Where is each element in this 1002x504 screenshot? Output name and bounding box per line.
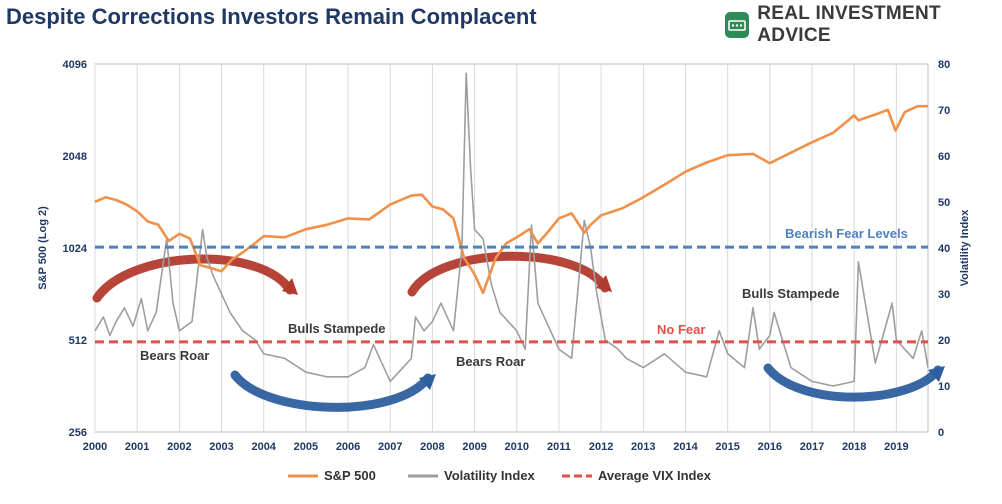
x-tick-label: 2008 [420,441,444,453]
x-tick-label: 2002 [167,441,191,453]
y-right-tick-label: 70 [938,105,950,117]
sp500-line [94,104,928,295]
y-left-tick-label: 4096 [63,59,87,71]
x-tick-label: 2005 [294,441,318,453]
x-tick-label: 2016 [758,441,782,453]
y-right-tick-label: 10 [938,381,950,393]
x-tick-label: 2010 [505,441,529,453]
annotation-label: No Fear [657,322,705,337]
x-tick-label: 2001 [125,441,149,453]
vix-line [94,72,929,387]
red-arrow-2-head [596,275,612,292]
x-tick-label: 2003 [209,441,233,453]
x-tick-label: 2004 [251,441,276,453]
annotation-label: Bears Roar [140,348,209,363]
y-left-tick-label: 1024 [63,243,88,255]
x-tick-label: 2014 [673,441,698,453]
x-tick-label: 2017 [800,441,824,453]
y-right-tick-label: 0 [938,427,944,439]
annotation-label: Bulls Stampede [742,286,840,301]
x-tick-label: 2015 [715,441,739,453]
chart-axes: 2000 2001 2002 2003 2004 2005 2006 2007 2008 2009… [37,59,971,453]
blue-arrow-1-head [419,374,436,390]
chart-series [94,72,929,387]
red-arrow-1-head [282,278,298,295]
blue-arrow-2-head [928,366,945,382]
brand: REAL INVESTMENT ADVICE [725,3,1002,46]
y-right-axis-label: Volatility Index [959,209,971,287]
y-right-tick-label: 30 [938,289,950,301]
x-tick-label: 2011 [547,441,571,453]
y-right-tick-label: 60 [938,151,950,163]
chart-annotations: Bearish Fear Levels No Fear Bears Roar Bull… [140,226,908,369]
red-arrow-2 [407,251,610,297]
chart-title: Despite Corrections Investors Remain Com… [6,4,537,29]
x-tick-label: 2019 [884,441,908,453]
chart-legend: S&P 500 Volatility Index Average VIX Index [288,468,712,483]
x-tick-label: 2007 [378,441,402,453]
y-left-tick-label: 2048 [63,151,87,163]
blue-arrow-1 [230,370,433,412]
legend-label: S&P 500 [324,468,376,483]
brand-name: REAL INVESTMENT ADVICE [757,3,941,46]
x-tick-label: 2006 [336,441,360,453]
y-right-tick-label: 50 [938,197,950,209]
y-left-tick-label: 256 [69,427,87,439]
annotation-label: Bears Roar [456,354,525,369]
x-tick-label: 2013 [631,441,655,453]
red-arrow-1 [92,254,295,303]
x-tick-label: 2009 [462,441,486,453]
chart-logo-icon [725,12,750,38]
chart-arrows [92,251,945,412]
y-left-axis-label: S&P 500 (Log 2) [37,206,49,290]
y-right-tick-label: 20 [938,335,950,347]
legend-label: Average VIX Index [598,468,712,483]
y-right-tick-label: 80 [938,59,950,71]
x-tick-label: 2012 [589,441,613,453]
annotation-label: Bulls Stampede [288,321,386,336]
x-tick-label: 2018 [842,441,866,453]
annotation-label: Bearish Fear Levels [785,226,908,241]
legend-label: Volatility Index [444,468,536,483]
y-left-tick-label: 512 [69,335,87,347]
x-tick-label: 2000 [83,441,107,453]
y-right-tick-label: 40 [938,243,950,255]
blue-arrow-2 [763,363,943,402]
